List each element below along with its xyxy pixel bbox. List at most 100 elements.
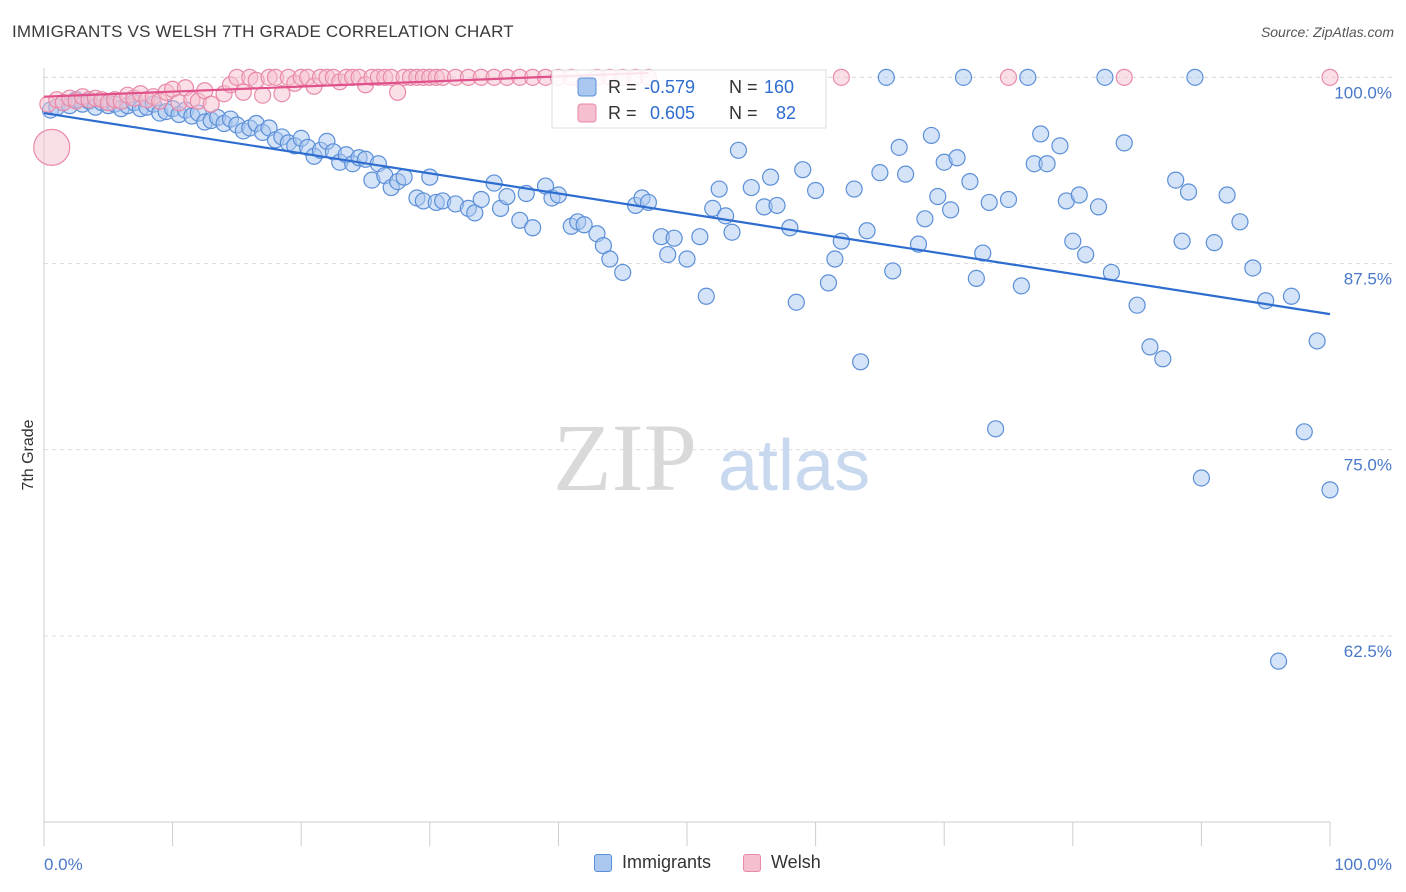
point-immigrants <box>942 201 960 219</box>
chart-title: IMMIGRANTS VS WELSH 7TH GRADE CORRELATIO… <box>12 22 514 41</box>
y-axis-title: 7th Grade <box>20 419 37 490</box>
x-tick-label: 100.0% <box>1334 855 1392 874</box>
point-immigrants <box>999 190 1018 209</box>
point-immigrants <box>1089 198 1108 216</box>
point-immigrants <box>852 353 870 371</box>
point-immigrants <box>1077 245 1095 264</box>
legend-n-label-1: N = <box>729 77 758 97</box>
legend-label-welsh: Welsh <box>771 852 821 872</box>
point-immigrants <box>929 187 947 206</box>
point-immigrants <box>871 164 889 182</box>
point-welsh <box>273 85 291 103</box>
point-welsh <box>1115 68 1133 86</box>
point-welsh <box>33 128 71 166</box>
point-immigrants <box>575 216 593 234</box>
point-immigrants <box>1173 232 1191 250</box>
point-immigrants <box>819 274 838 292</box>
watermark-zip: ZIP <box>553 404 697 511</box>
y-tick-label: 100.0% <box>1334 83 1392 102</box>
point-immigrants <box>710 180 728 198</box>
point-immigrants <box>787 293 805 311</box>
point-immigrants <box>1218 186 1236 204</box>
point-immigrants <box>890 138 908 156</box>
y-tick-label: 87.5% <box>1344 270 1392 289</box>
point-immigrants <box>826 250 844 268</box>
point-immigrants <box>1154 350 1172 368</box>
y-axis-title-layer: 7th Grade <box>20 419 37 490</box>
point-immigrants <box>922 126 940 145</box>
point-immigrants <box>511 211 529 229</box>
point-immigrants <box>794 161 812 179</box>
point-welsh <box>832 68 850 86</box>
point-immigrants <box>761 168 780 186</box>
point-immigrants <box>723 223 741 241</box>
point-welsh <box>389 83 407 101</box>
point-immigrants <box>1231 213 1249 231</box>
point-immigrants <box>858 222 876 240</box>
point-immigrants <box>1282 287 1301 305</box>
point-immigrants <box>614 263 632 282</box>
point-immigrants <box>768 196 786 215</box>
trend-line-welsh <box>43 71 649 98</box>
legend-swatch-immigrants <box>577 77 597 97</box>
point-immigrants <box>832 232 850 250</box>
legend-swatch-welsh-bottom <box>743 853 762 872</box>
point-immigrants <box>1321 481 1339 499</box>
bottom-legend: Immigrants Welsh <box>594 852 853 873</box>
point-immigrants <box>948 149 966 167</box>
legend-r-label-2: R = <box>608 103 637 123</box>
point-immigrants <box>916 210 934 228</box>
point-welsh <box>1321 68 1339 86</box>
point-immigrants <box>1019 68 1037 86</box>
point-immigrants <box>678 250 696 268</box>
legend-item-welsh[interactable]: Welsh <box>743 852 821 873</box>
point-immigrants <box>472 190 490 209</box>
legend-r-value-1: -0.579 <box>644 77 695 97</box>
point-immigrants <box>1038 155 1056 173</box>
point-immigrants <box>1032 125 1050 143</box>
legend-n-value-1: 160 <box>764 77 794 97</box>
point-immigrants <box>395 168 413 186</box>
chart-source: Source: ZipAtlas.com <box>1260 24 1394 40</box>
legend-n-value-2: 82 <box>776 103 796 123</box>
point-immigrants <box>1192 469 1211 487</box>
point-immigrants <box>665 229 683 247</box>
legend-box: R = -0.579 N = 160 R = 0.605 N = 82 <box>551 69 827 129</box>
point-immigrants <box>742 178 760 197</box>
point-immigrants <box>601 250 619 268</box>
legend-item-immigrants[interactable]: Immigrants <box>594 852 711 873</box>
point-immigrants <box>524 219 542 237</box>
point-immigrants <box>697 287 715 305</box>
legend-n-label-2: N = <box>729 103 758 123</box>
points-layer <box>33 68 1339 670</box>
watermark: ZIP atlas <box>553 404 870 511</box>
point-immigrants <box>884 262 902 280</box>
point-immigrants <box>1070 186 1088 204</box>
point-immigrants <box>806 181 825 200</box>
point-immigrants <box>1141 338 1159 356</box>
point-immigrants <box>498 187 516 206</box>
point-immigrants <box>877 68 895 86</box>
point-immigrants <box>1257 292 1275 310</box>
point-immigrants <box>1064 232 1082 250</box>
point-immigrants <box>845 180 863 198</box>
point-immigrants <box>659 245 677 264</box>
point-immigrants <box>897 165 915 183</box>
point-immigrants <box>1096 68 1114 86</box>
point-immigrants <box>1115 134 1133 152</box>
point-welsh <box>202 95 220 113</box>
point-immigrants <box>961 172 979 191</box>
legend-swatch-welsh <box>577 103 597 123</box>
legend-r-value-2: 0.605 <box>650 103 695 123</box>
point-immigrants <box>1308 332 1326 350</box>
trend-layer <box>43 71 1331 316</box>
point-immigrants <box>1051 137 1069 155</box>
point-immigrants <box>967 269 985 287</box>
point-immigrants <box>1167 171 1185 189</box>
y-tick-label: 62.5% <box>1344 642 1392 661</box>
point-welsh <box>999 68 1018 86</box>
point-immigrants <box>980 193 998 212</box>
point-immigrants <box>987 420 1005 438</box>
point-immigrants <box>1244 259 1262 277</box>
